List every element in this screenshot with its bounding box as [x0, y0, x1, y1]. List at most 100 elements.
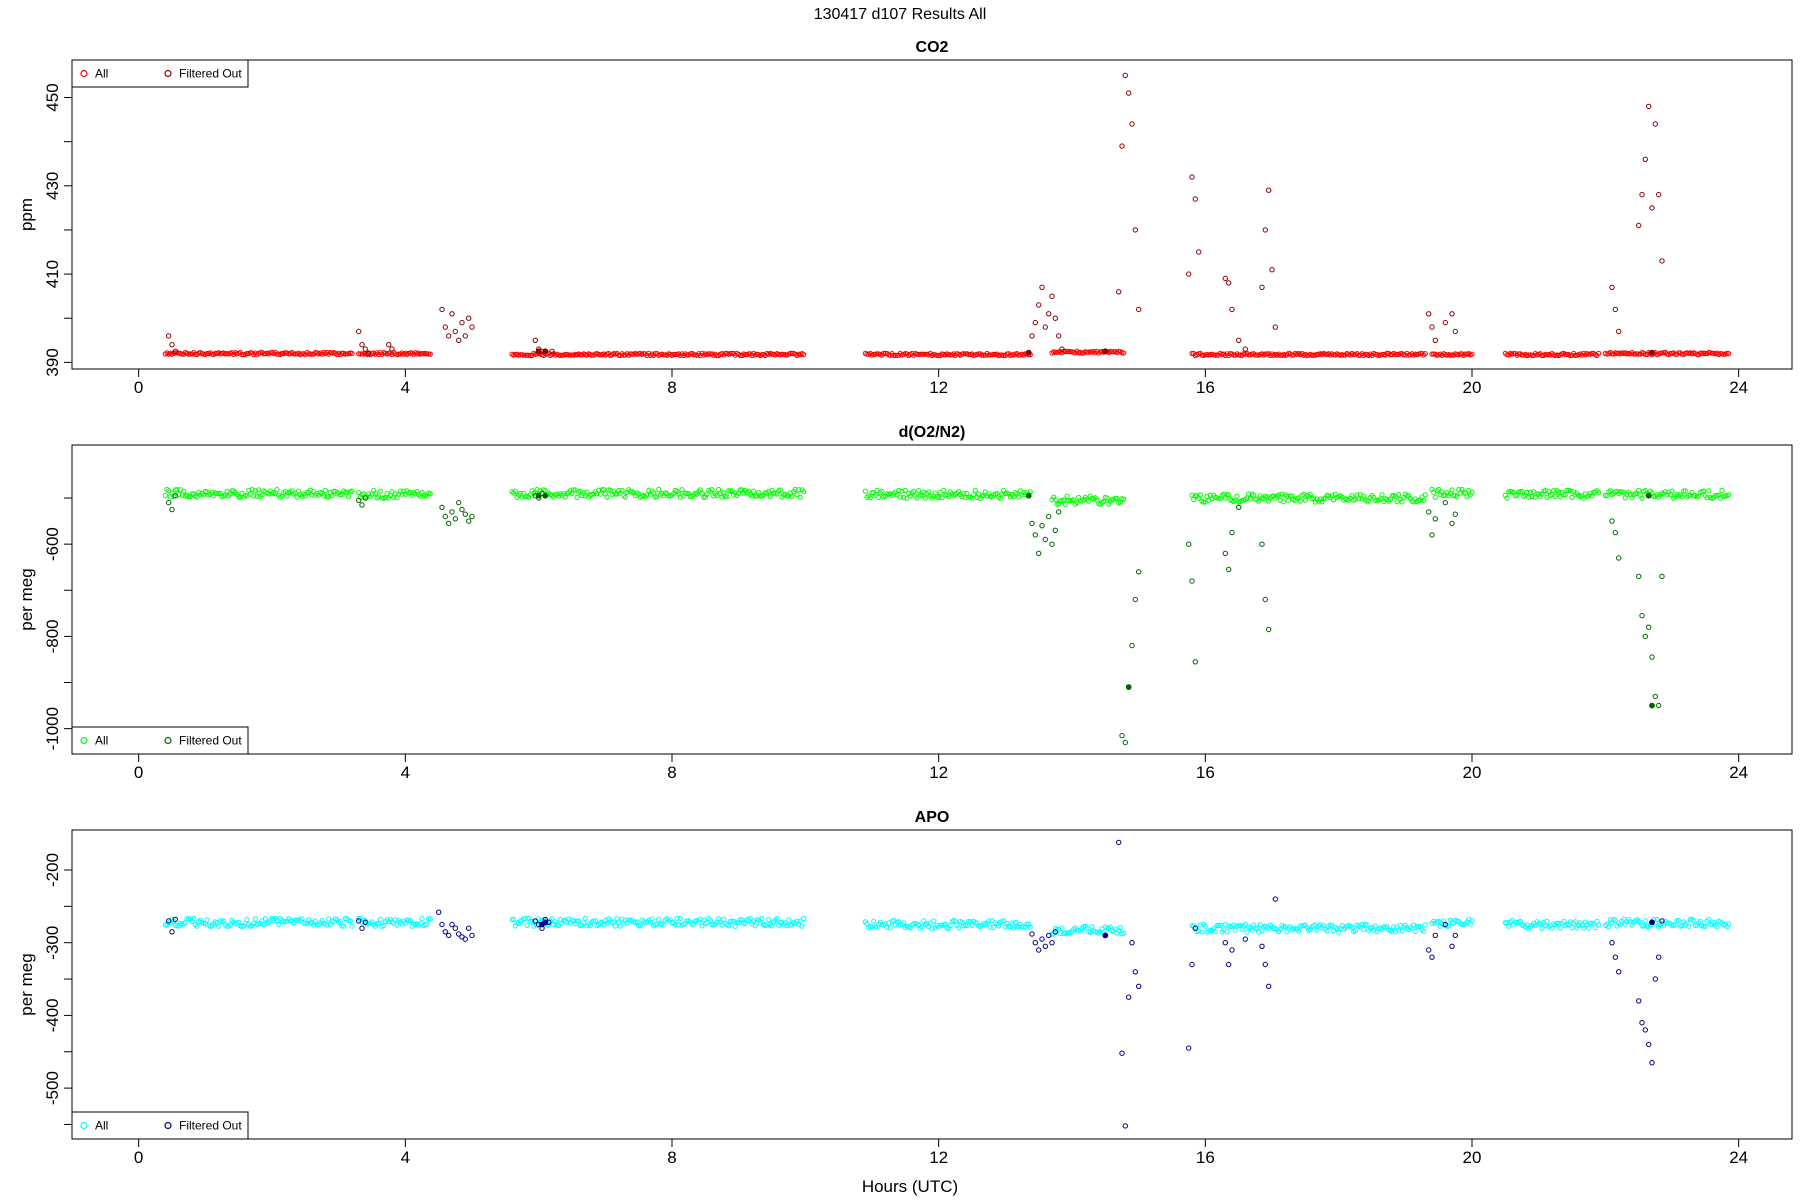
point-all [1454, 494, 1460, 500]
point-all [589, 352, 595, 358]
point-all [1121, 930, 1127, 936]
point-filtered [1639, 191, 1645, 198]
point-all [726, 923, 732, 929]
point-all [1254, 352, 1260, 358]
point-filtered [1262, 961, 1269, 968]
point-filtered [1052, 315, 1059, 321]
point-filtered [1189, 174, 1195, 180]
point-filtered-solid [535, 492, 542, 499]
point-all [1537, 920, 1543, 926]
point-all [1281, 499, 1287, 505]
point-all [1224, 929, 1230, 935]
point-filtered [1032, 319, 1039, 326]
point-filtered [1129, 642, 1135, 649]
point-all [619, 916, 625, 922]
point-filtered [452, 516, 458, 522]
point-all [174, 487, 180, 493]
point-all [512, 488, 518, 494]
point-all [344, 489, 350, 495]
point-all [1379, 351, 1385, 358]
point-all [1562, 492, 1568, 498]
point-all [1109, 349, 1115, 355]
point-filtered [1612, 954, 1619, 960]
point-all [1519, 488, 1525, 495]
point-all [1669, 488, 1675, 494]
point-filtered [1186, 271, 1192, 277]
legend-label: All [95, 67, 108, 81]
point-filtered [1442, 319, 1449, 326]
point-all [931, 918, 937, 924]
point-all [737, 917, 743, 923]
point-all [1084, 349, 1090, 355]
point-all [377, 488, 383, 494]
point-all [911, 488, 917, 494]
point-all [962, 351, 968, 357]
plot-area [162, 839, 1732, 1129]
point-all [1212, 928, 1218, 935]
point-filtered [1609, 940, 1615, 946]
x-tick-label: 20 [1463, 1148, 1482, 1167]
point-all [1242, 921, 1248, 927]
point-all [1706, 916, 1712, 923]
point-all [1722, 493, 1728, 499]
point-all [1027, 924, 1033, 930]
point-all [191, 915, 197, 922]
point-all [1641, 923, 1647, 929]
point-all [574, 494, 580, 500]
point-all [697, 916, 703, 923]
point-filtered [362, 346, 368, 352]
point-all [722, 350, 728, 357]
point-all [997, 352, 1003, 358]
point-filtered [1032, 532, 1039, 538]
point-all [1051, 930, 1057, 936]
point-filtered [1432, 337, 1439, 343]
point-all [427, 916, 433, 922]
point-all [1612, 917, 1618, 924]
panel-title: CO2 [916, 39, 949, 56]
point-filtered [449, 509, 455, 515]
point-all [1592, 924, 1598, 931]
legend-box [71, 1111, 249, 1140]
legend-box [71, 59, 249, 88]
point-filtered [549, 348, 555, 354]
x-tick-label: 8 [667, 378, 676, 397]
point-all [1549, 925, 1555, 931]
point-all [1726, 492, 1732, 498]
point-all [324, 494, 330, 500]
point-all [1236, 352, 1242, 358]
point-filtered-solid [542, 492, 549, 499]
point-filtered [1132, 227, 1139, 233]
point-all [1064, 493, 1070, 499]
point-filtered [462, 936, 468, 942]
point-all [1659, 350, 1665, 356]
point-filtered [1266, 626, 1272, 633]
point-all [1551, 488, 1557, 494]
point-filtered [1242, 346, 1249, 352]
point-all [1527, 489, 1533, 495]
point-filtered [1122, 739, 1129, 746]
point-all [1019, 924, 1025, 930]
point-filtered-solid [1649, 349, 1655, 356]
point-all [884, 924, 890, 930]
point-filtered [1129, 121, 1135, 127]
x-tick-label: 12 [929, 763, 948, 782]
point-filtered [1136, 569, 1142, 575]
point-filtered [1132, 969, 1139, 975]
point-all [392, 917, 398, 923]
point-all [567, 352, 573, 358]
point-all [546, 922, 552, 928]
point-filtered [362, 495, 368, 501]
point-filtered [1636, 222, 1642, 229]
y-axis-label: per meg [17, 953, 36, 1015]
point-all [1552, 493, 1558, 499]
point-all [1302, 497, 1308, 503]
point-all [392, 491, 398, 497]
point-all [1296, 928, 1302, 934]
point-all [979, 352, 985, 358]
x-tick-label: 24 [1729, 763, 1748, 782]
point-filtered-solid [1649, 919, 1655, 926]
point-all [342, 489, 348, 495]
plot-area [162, 72, 1732, 359]
point-all [262, 916, 268, 922]
point-all [922, 351, 928, 357]
